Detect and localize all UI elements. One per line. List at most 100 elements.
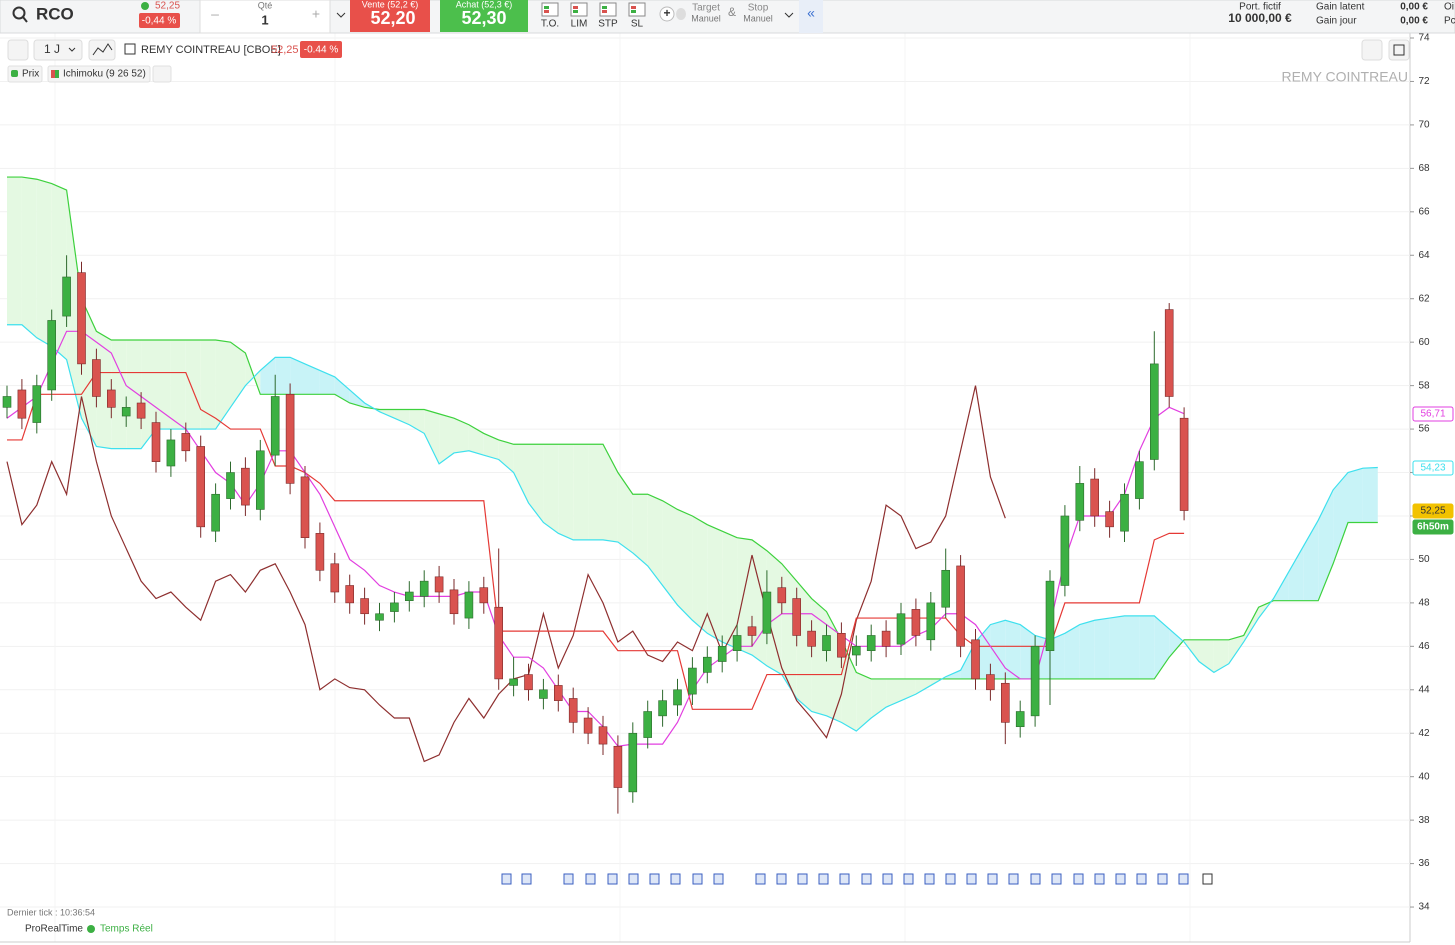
candle-body [792, 598, 802, 636]
event-icon[interactable] [797, 873, 808, 885]
cloud [692, 515, 708, 634]
collapse-button[interactable] [799, 0, 823, 33]
candle-body [404, 591, 414, 602]
order-icon [602, 6, 607, 9]
sell-button[interactable] [350, 0, 430, 32]
event-icon[interactable] [966, 873, 977, 885]
event-icon[interactable] [670, 873, 681, 885]
cloud [290, 357, 305, 395]
event-icon[interactable] [563, 873, 574, 885]
candle-body [1030, 646, 1040, 717]
legend-item[interactable] [7, 65, 43, 83]
stop-sub: Manuel [743, 13, 773, 23]
y-tick-label: 44 [1418, 684, 1430, 695]
dropdown[interactable] [784, 12, 794, 18]
cloud [617, 472, 633, 553]
order-icon[interactable] [628, 2, 646, 17]
price-tag-label: 6h50m [1417, 522, 1449, 533]
period-button[interactable] [33, 39, 83, 61]
event-icon[interactable] [607, 873, 618, 885]
qty-minus[interactable]: – [211, 6, 219, 22]
candle-body [107, 389, 116, 408]
calendar-button[interactable] [1388, 39, 1410, 61]
cloud [141, 339, 156, 449]
qty-box[interactable] [199, 0, 331, 34]
legend-item[interactable] [47, 65, 151, 83]
cloud [1154, 615, 1170, 679]
info-icon[interactable] [124, 43, 136, 55]
cloud [811, 598, 827, 716]
cloud [349, 389, 365, 408]
settings-button[interactable] [1361, 39, 1383, 61]
cloud [990, 620, 1006, 679]
event-icon[interactable] [628, 873, 639, 885]
y-tick-label: 48 [1418, 598, 1430, 609]
event-icon[interactable] [924, 873, 935, 885]
event-icon[interactable] [692, 873, 703, 885]
y-tick-label: 66 [1418, 206, 1430, 217]
candle-body [702, 656, 712, 673]
event-icon[interactable] [755, 873, 766, 885]
menu-button[interactable] [7, 39, 29, 61]
change-badge [139, 13, 180, 28]
event-icon[interactable] [1094, 873, 1105, 885]
event-icon[interactable] [987, 873, 998, 885]
toggle[interactable] [676, 8, 686, 20]
candle-body [717, 646, 727, 662]
cloud [722, 531, 738, 649]
candle-body [1060, 515, 1070, 586]
event-icon[interactable] [1157, 873, 1168, 885]
event-icon[interactable] [501, 873, 512, 885]
event-icon[interactable] [1115, 873, 1126, 885]
event-icon[interactable] [1136, 873, 1147, 885]
change-badge [300, 41, 342, 58]
price-tag-label: 54,23 [1420, 463, 1445, 474]
add-button[interactable] [659, 6, 675, 22]
cloud [1109, 615, 1125, 679]
event-icon[interactable] [649, 873, 660, 885]
qty-plus[interactable]: + [312, 6, 320, 22]
event-icon[interactable] [839, 873, 850, 885]
header-last: 52,25 [271, 44, 299, 56]
legend-swatch [11, 70, 18, 77]
y-tick-label: 40 [1418, 771, 1430, 782]
event-icon[interactable] [521, 873, 532, 885]
chart-type-button[interactable] [88, 39, 116, 61]
event-icon[interactable] [1178, 873, 1189, 885]
instrument: REMY COINTREAU [CBOE] [141, 44, 281, 56]
event-icon[interactable] [713, 873, 724, 885]
indicator-line [7, 176, 1378, 680]
event-icon[interactable] [1051, 873, 1062, 885]
y-tick-label: 46 [1418, 641, 1430, 652]
order-icon[interactable] [599, 2, 617, 17]
collapse: « [807, 5, 815, 21]
order-icon[interactable] [570, 2, 588, 17]
buy-button[interactable] [440, 0, 528, 32]
header-change: -0.44 % [304, 45, 339, 56]
candle-body [1135, 461, 1144, 499]
candle-body [226, 472, 235, 499]
search-icon[interactable] [12, 6, 26, 20]
symbol[interactable]: RCO [36, 4, 74, 23]
event-icon[interactable] [1073, 873, 1084, 885]
cloud [588, 444, 603, 540]
event-icon[interactable] [1008, 873, 1019, 885]
cloud [603, 444, 618, 543]
event-icon[interactable] [882, 873, 893, 885]
order-label: SL [631, 19, 644, 30]
dropdown[interactable] [336, 12, 346, 18]
event-icon[interactable] [903, 873, 914, 885]
cloud [1094, 618, 1110, 679]
list-button[interactable] [152, 65, 172, 83]
order-icon[interactable] [541, 2, 559, 17]
event-icon[interactable] [1202, 873, 1213, 885]
event-icon[interactable] [861, 873, 872, 885]
qty[interactable]: 1 [261, 12, 268, 27]
event-icon[interactable] [945, 873, 956, 885]
event-icon[interactable] [1030, 873, 1041, 885]
candle-body [598, 726, 608, 745]
event-icon[interactable] [818, 873, 829, 885]
event-icon[interactable] [585, 873, 596, 885]
event-icon[interactable] [776, 873, 787, 885]
